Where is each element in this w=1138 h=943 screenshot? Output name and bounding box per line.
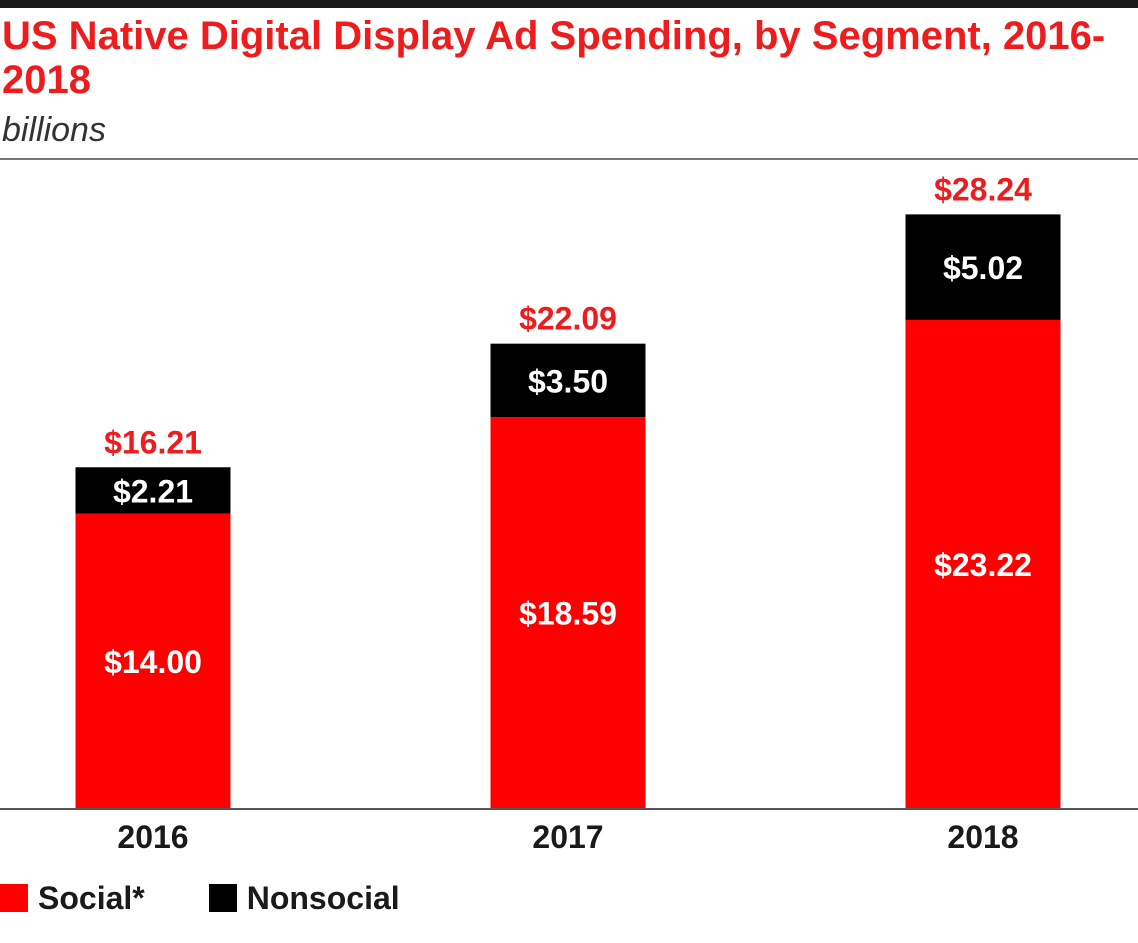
chart-title: US Native Digital Display Ad Spending, b… bbox=[2, 14, 1106, 102]
total-label-2016: $16.21 bbox=[104, 424, 202, 460]
data-label-nonsocial-2018: $5.02 bbox=[943, 250, 1023, 286]
stacked-bar-chart: $14.00 $2.21 $16.21 2016 $18.59 $3.50 $22.09 20… bbox=[0, 171, 1138, 855]
x-tick-label-2018: 2018 bbox=[947, 819, 1018, 855]
chart-subtitle: billions bbox=[2, 111, 106, 149]
legend-swatch-social bbox=[0, 884, 28, 912]
top-rule bbox=[0, 0, 1138, 8]
legend: Social* Nonsocial bbox=[0, 878, 464, 918]
data-label-nonsocial-2016: $2.21 bbox=[113, 473, 193, 509]
data-label-social-2017: $18.59 bbox=[519, 596, 617, 632]
legend-item-nonsocial: Nonsocial bbox=[208, 879, 400, 917]
total-label-2017: $22.09 bbox=[519, 301, 617, 337]
header-rule bbox=[0, 158, 1138, 160]
data-label-nonsocial-2017: $3.50 bbox=[528, 363, 608, 399]
bar-segment-nonsocial-2017 bbox=[490, 343, 646, 418]
legend-item-social: Social* bbox=[0, 880, 145, 917]
legend-label-nonsocial: Nonsocial bbox=[246, 879, 400, 916]
data-label-social-2018: $23.22 bbox=[934, 547, 1032, 583]
legend-label-social: Social* bbox=[38, 879, 145, 916]
bar-segment-social-2016 bbox=[75, 513, 231, 808]
x-tick-label-2016: 2016 bbox=[117, 819, 188, 855]
bar-segment-nonsocial-2016 bbox=[75, 467, 231, 514]
bar-segment-social-2018 bbox=[905, 319, 1061, 808]
bar-segment-social-2017 bbox=[490, 417, 646, 808]
data-label-social-2016: $14.00 bbox=[104, 644, 202, 680]
legend-swatch-nonsocial bbox=[208, 884, 237, 912]
bar-segment-nonsocial-2018 bbox=[905, 214, 1061, 320]
total-label-2018: $28.24 bbox=[934, 171, 1032, 207]
x-tick-label-2017: 2017 bbox=[532, 819, 603, 855]
